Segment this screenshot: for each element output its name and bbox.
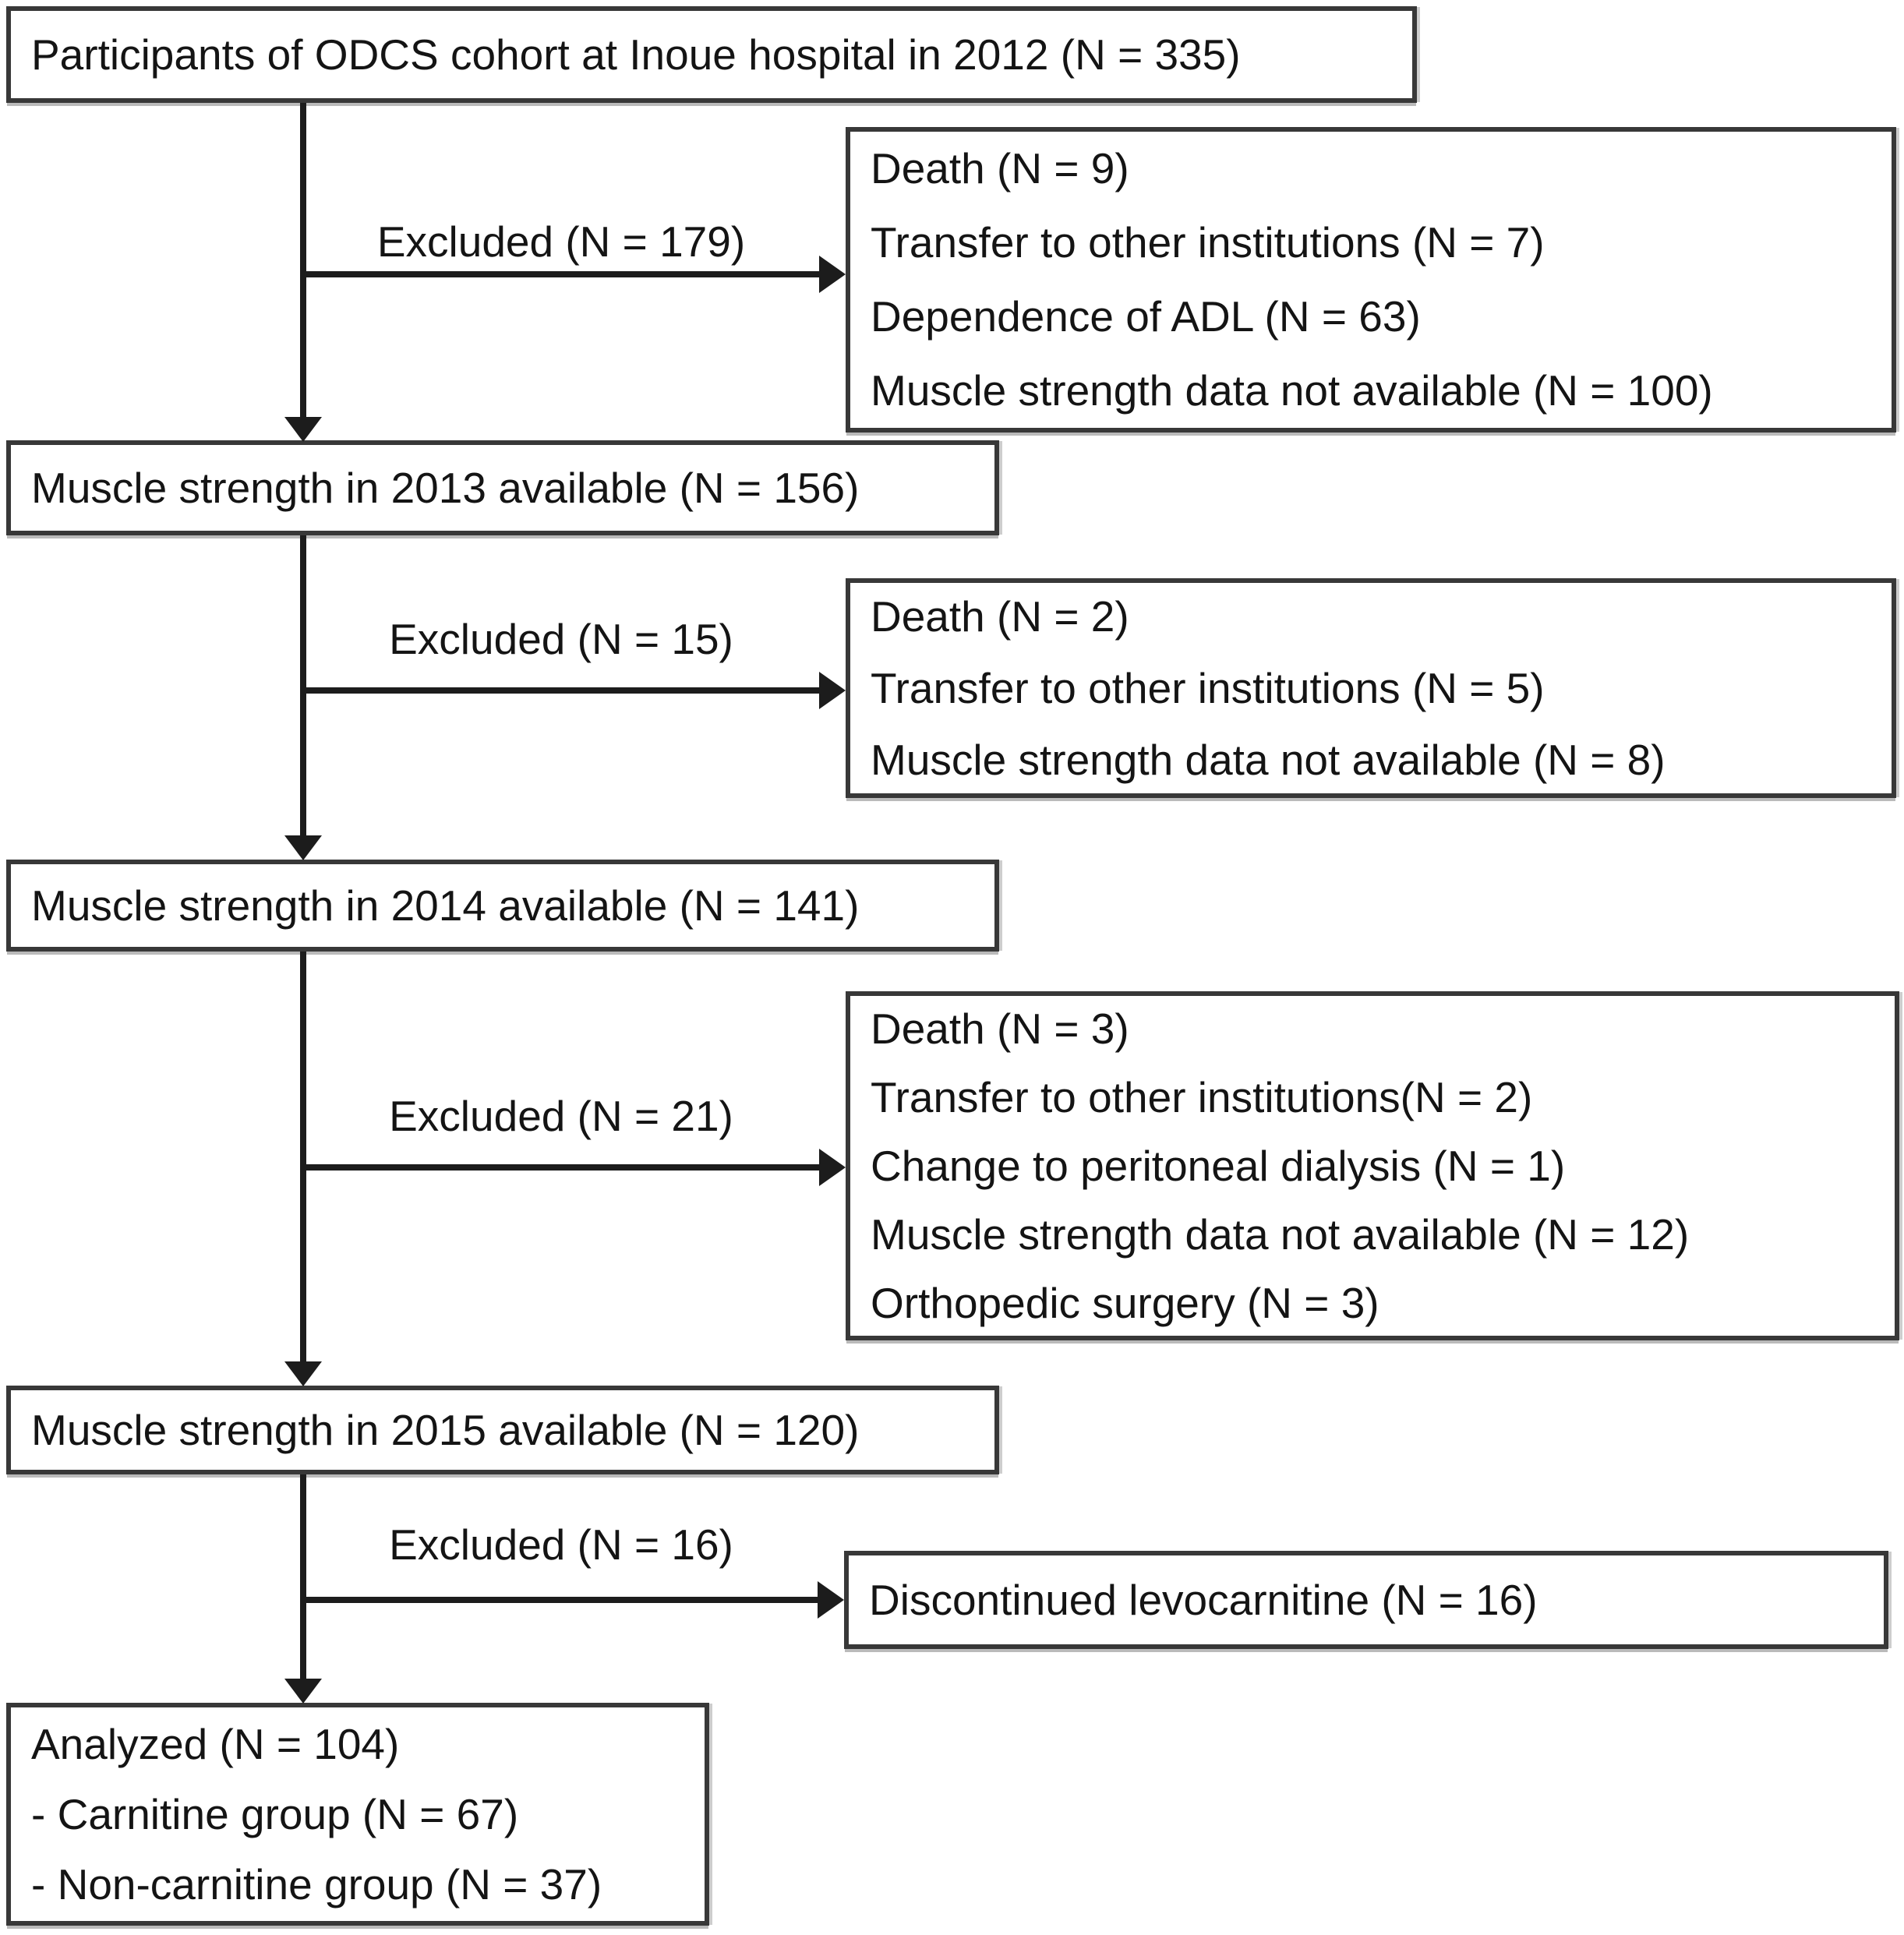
exclusion-box-2013: Death (N = 2) Transfer to other institut… [846, 578, 1896, 798]
flow-box-muscle-strength-2015: Muscle strength in 2015 available (N = 1… [6, 1386, 999, 1474]
exclusion-reason: Muscle strength data not available (N = … [871, 736, 1666, 784]
flow-box-cohort-2012: Participants of ODCS cohort at Inoue hos… [6, 6, 1417, 103]
exclusion-box-2014: Death (N = 3) Transfer to other institut… [846, 991, 1899, 1340]
arrow-right-icon [819, 1149, 846, 1186]
exclusion-branch-line [300, 687, 821, 694]
arrow-down-icon [284, 835, 322, 860]
arrow-down-icon [284, 1361, 322, 1386]
arrow-right-icon [818, 1581, 844, 1619]
exclusion-reason: Change to peritoneal dialysis (N = 1) [871, 1142, 1566, 1190]
exclusion-reason: Muscle strength data not available (N = … [871, 366, 1713, 415]
exclusion-reason: Dependence of ADL (N = 63) [871, 292, 1421, 341]
flow-connector-line [300, 952, 306, 1365]
exclusion-reason: Transfer to other institutions (N = 7) [871, 218, 1545, 267]
arrow-down-icon [284, 1679, 322, 1704]
exclusion-reason: Death (N = 2) [871, 592, 1129, 641]
flow-box-cohort-2012-label: Participants of ODCS cohort at Inoue hos… [31, 30, 1241, 79]
excluded-label-2014: Excluded (N = 21) [389, 1092, 733, 1140]
excluded-label-2015: Excluded (N = 16) [389, 1520, 733, 1569]
flow-box-muscle-strength-2015-label: Muscle strength in 2015 available (N = 1… [31, 1406, 860, 1454]
flow-box-muscle-strength-2014: Muscle strength in 2014 available (N = 1… [6, 860, 999, 952]
exclusion-branch-line [300, 271, 821, 277]
exclusion-reason: Discontinued levocarnitine (N = 16) [869, 1576, 1538, 1624]
exclusion-branch-line [300, 1597, 819, 1603]
flow-box-muscle-strength-2013: Muscle strength in 2013 available (N = 1… [6, 440, 999, 535]
exclusion-reason: Death (N = 3) [871, 1005, 1129, 1053]
arrow-down-icon [284, 417, 322, 442]
flow-box-muscle-strength-2014-label: Muscle strength in 2014 available (N = 1… [31, 881, 860, 930]
exclusion-box-2015: Discontinued levocarnitine (N = 16) [844, 1551, 1888, 1649]
exclusion-reason: Orthopedic surgery (N = 3) [871, 1279, 1379, 1327]
exclusion-reason: Transfer to other institutions(N = 2) [871, 1073, 1533, 1121]
exclusion-reason: Muscle strength data not available (N = … [871, 1210, 1690, 1259]
arrow-right-icon [819, 672, 846, 709]
excluded-label-2012: Excluded (N = 179) [376, 217, 746, 266]
exclusion-branch-line [300, 1164, 821, 1171]
exclusion-reason: Transfer to other institutions (N = 5) [871, 664, 1545, 712]
flow-connector-line [300, 1474, 306, 1680]
flow-box-muscle-strength-2013-label: Muscle strength in 2013 available (N = 1… [31, 464, 860, 512]
flow-connector-line [300, 103, 306, 421]
flow-box-analyzed: Analyzed (N = 104) - Carnitine group (N … [6, 1703, 709, 1926]
analyzed-non-carnitine-line: - Non-carnitine group (N = 37) [31, 1860, 602, 1909]
analyzed-carnitine-line: - Carnitine group (N = 67) [31, 1790, 519, 1838]
excluded-label-2013: Excluded (N = 15) [389, 615, 733, 663]
arrow-right-icon [819, 256, 846, 293]
exclusion-reason: Death (N = 9) [871, 144, 1129, 192]
analyzed-total-line: Analyzed (N = 104) [31, 1720, 400, 1768]
exclusion-box-2012: Death (N = 9) Transfer to other institut… [846, 127, 1896, 433]
